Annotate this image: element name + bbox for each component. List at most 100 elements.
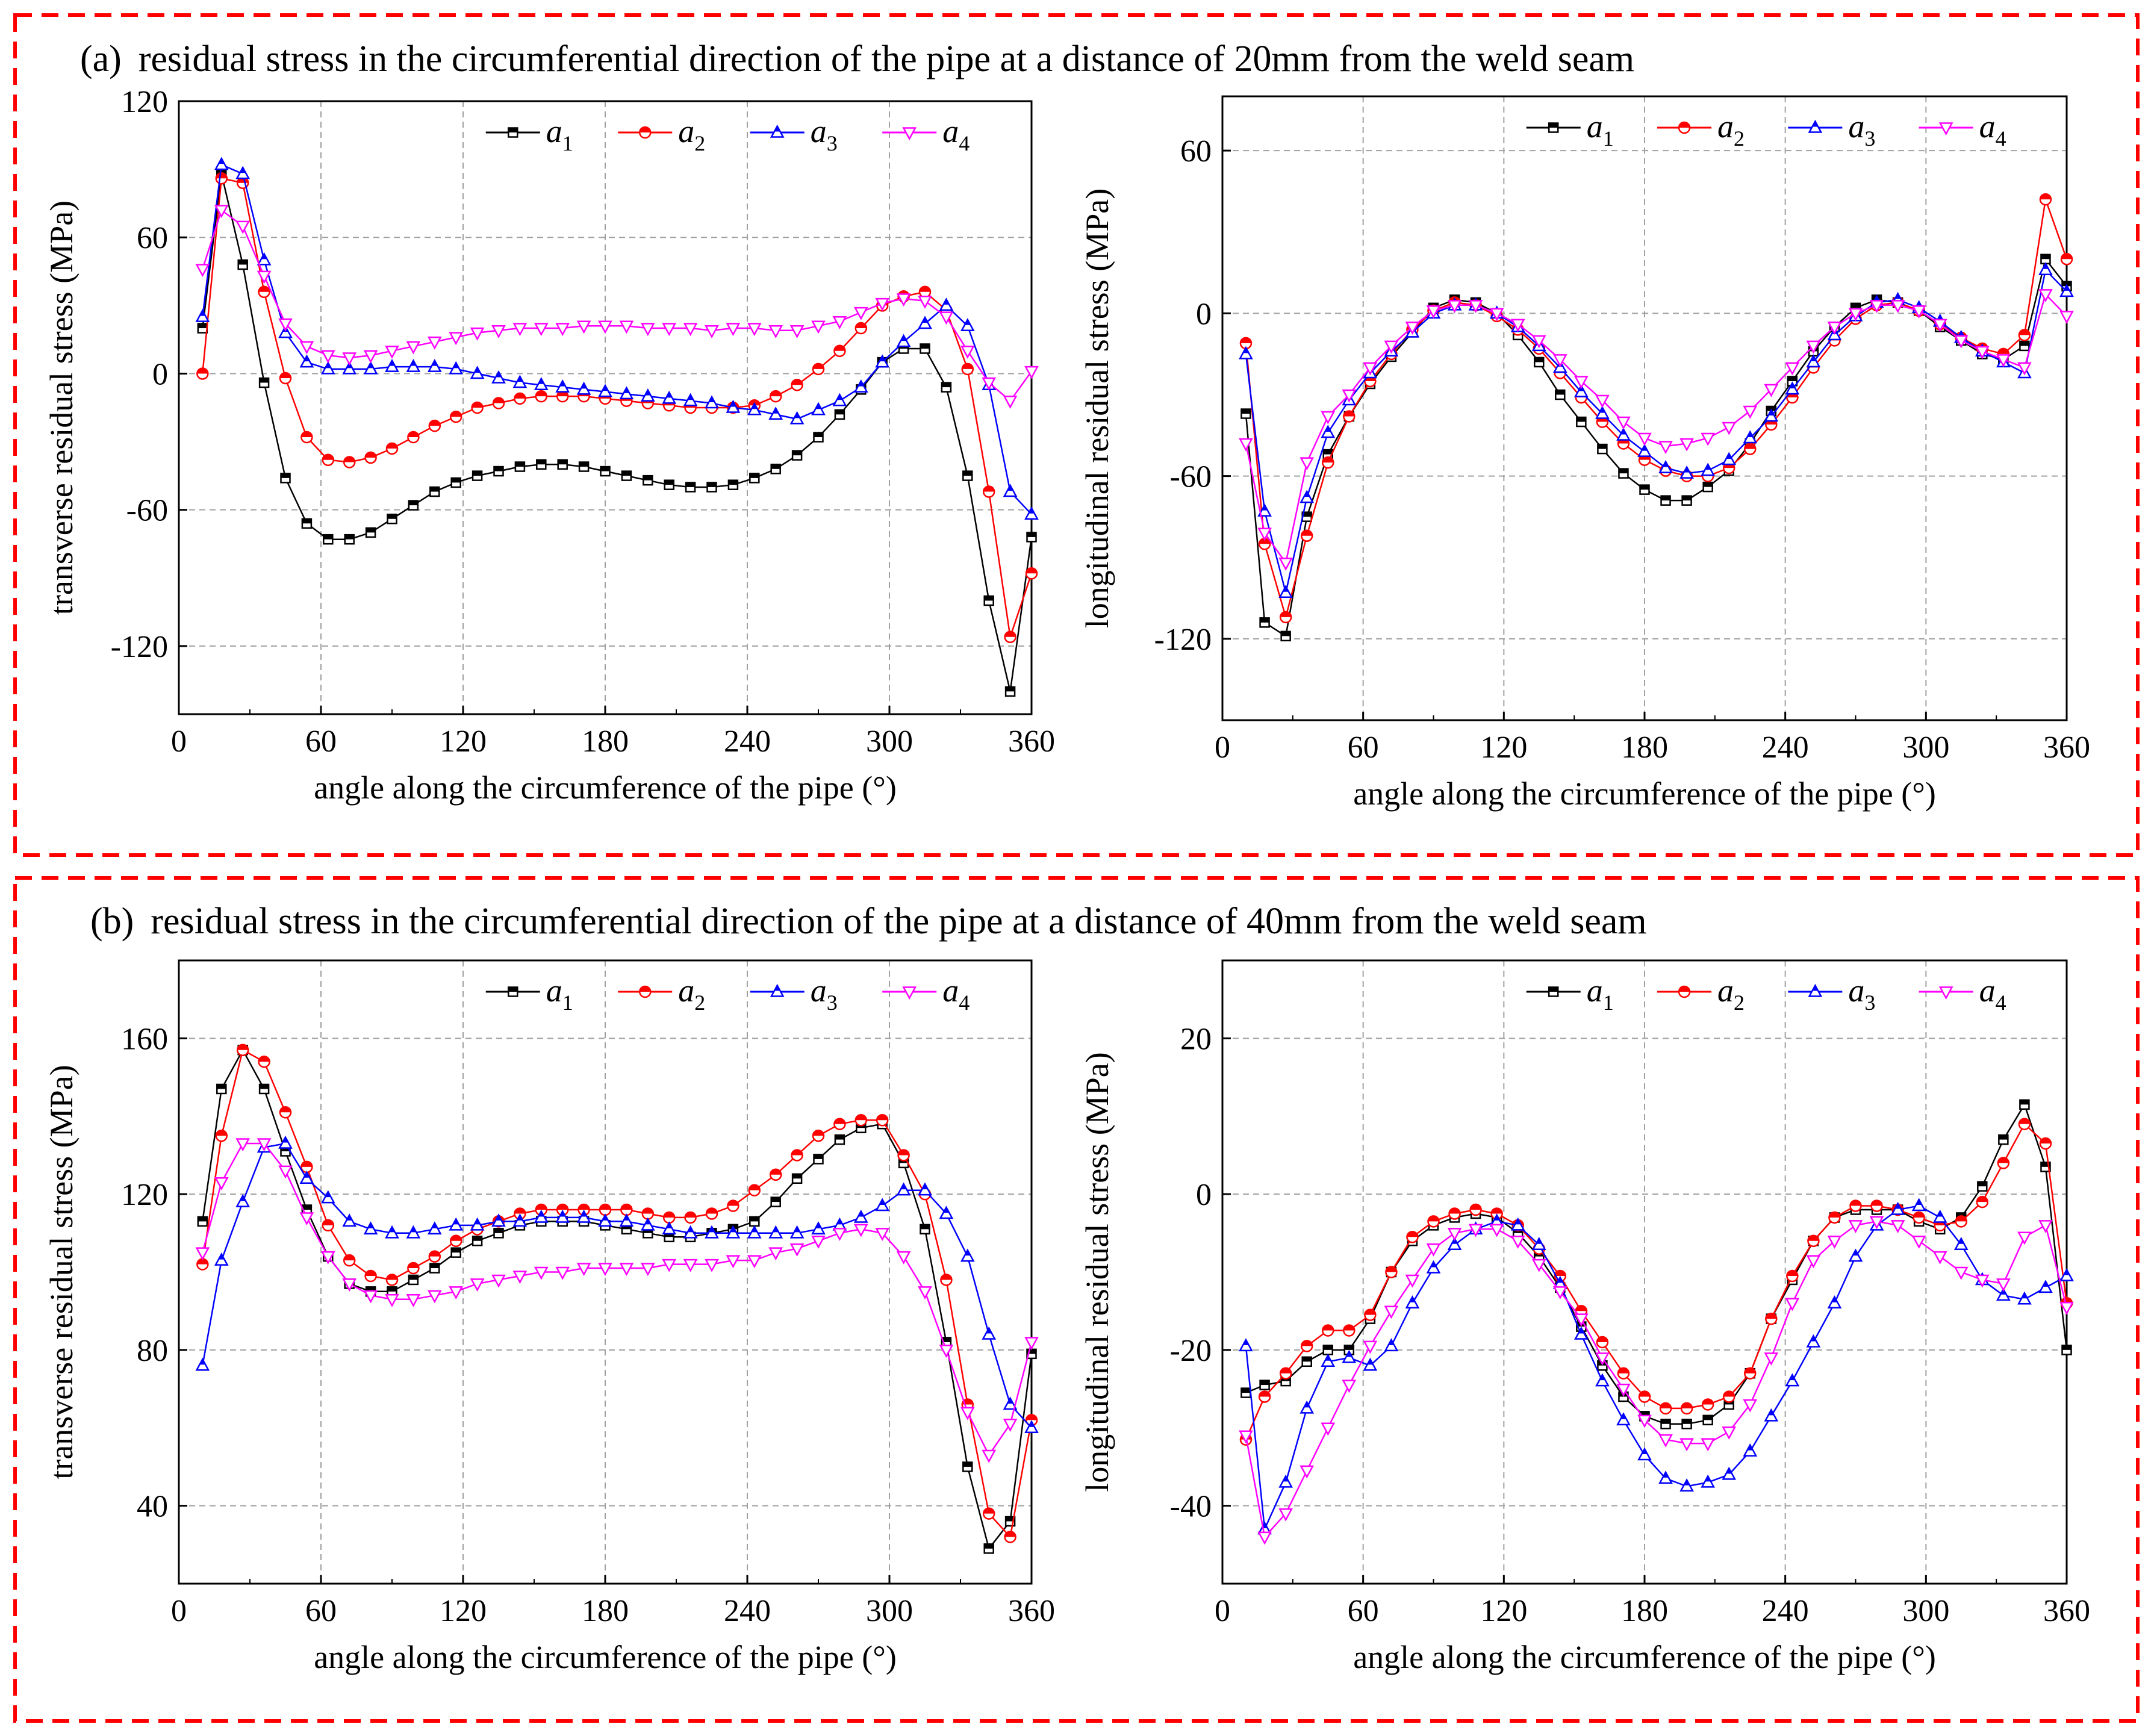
data-point-a1: [600, 465, 611, 477]
data-point-a3-fill: [474, 367, 481, 373]
data-point-a3-fill: [240, 1195, 246, 1201]
data-point-a2: [556, 390, 569, 403]
data-point-a3-fill: [751, 403, 758, 409]
data-point-a4: [555, 1266, 570, 1280]
y-tick-label: 0: [152, 357, 168, 391]
data-point-a1: [1280, 630, 1291, 642]
series-a2: [196, 172, 1038, 644]
data-point-a1-fill: [473, 1236, 482, 1241]
data-point-a4: [619, 1263, 634, 1277]
data-point-a4: [1321, 411, 1336, 425]
data-point-a3: [1722, 1466, 1737, 1480]
legend-marker-a4: [1938, 986, 1953, 1000]
data-point-a1: [1977, 1181, 1988, 1192]
data-point-a3: [619, 1213, 634, 1227]
legend-label-sub: 1: [1603, 126, 1614, 151]
data-point-a2: [1322, 456, 1334, 469]
data-point-a3-fill: [367, 1222, 374, 1228]
legend-item-a1: a1: [485, 972, 573, 1015]
data-point-a4: [1806, 340, 1821, 354]
legend-label-base: a: [1717, 972, 1734, 1009]
data-point-a3-fill: [240, 167, 246, 173]
data-point-a3-fill: [986, 1328, 992, 1334]
data-point-a3: [1827, 1295, 1842, 1308]
data-point-a4: [449, 1286, 464, 1299]
data-point-a1: [2061, 1345, 2072, 1355]
series-a1: [197, 168, 1037, 697]
data-point-a4: [896, 293, 911, 307]
data-point-a3-fill: [1283, 586, 1289, 592]
legend-marker-a3: [1808, 983, 1823, 997]
data-point-a4: [1384, 340, 1399, 354]
data-point-a1-fill: [494, 467, 503, 471]
data-point-a3: [705, 395, 719, 409]
data-point-a4: [427, 336, 442, 350]
data-point-a2: [1870, 1199, 1883, 1212]
legend-label-base: a: [1979, 108, 1996, 145]
data-point-a4: [747, 323, 762, 337]
data-point-a1: [408, 500, 419, 511]
data-point-a4: [939, 1345, 954, 1358]
data-point-a3-fill: [709, 1227, 715, 1233]
data-point-a1: [258, 377, 270, 388]
data-point-a1: [727, 479, 739, 490]
series-a4: [195, 205, 1039, 409]
legend: a1 a2 a3 a4: [485, 113, 970, 155]
data-point-a3-fill: [199, 1359, 206, 1365]
data-point-a1-fill: [664, 480, 674, 485]
data-point-a4: [406, 1294, 421, 1307]
data-point-a3: [470, 1217, 485, 1231]
legend-label-a1: a1: [546, 113, 573, 155]
data-point-a2: [428, 1250, 441, 1263]
data-point-a2: [1913, 1211, 1925, 1224]
data-point-a3: [214, 157, 229, 170]
data-point-a3: [1574, 1326, 1589, 1340]
data-point-a2-fill: [877, 1115, 888, 1121]
data-point-a1-fill: [771, 1197, 780, 1202]
data-point-a4: [960, 345, 975, 359]
data-point-a2-fill: [770, 391, 782, 397]
data-point-a2-fill: [791, 1150, 803, 1156]
legend-label-sub: 3: [1864, 126, 1875, 151]
data-point-a4: [195, 1247, 210, 1261]
data-point-a3: [1658, 1470, 1673, 1484]
legend-label-base: a: [678, 113, 694, 149]
data-point-a3: [235, 1193, 251, 1207]
data-point-a3-fill: [1557, 1277, 1563, 1283]
data-point-a3-fill: [410, 360, 417, 366]
data-point-a3: [1300, 1400, 1315, 1414]
data-point-a3-fill: [773, 1227, 779, 1233]
data-point-a3-fill: [1029, 508, 1035, 514]
grid: [1222, 960, 2067, 1584]
data-point-a1: [472, 1236, 483, 1246]
data-point-a4: [1468, 300, 1483, 313]
data-point-a4: [1278, 557, 1293, 571]
data-point-a3: [320, 361, 335, 375]
data-point-a1: [197, 323, 208, 334]
data-point-a1: [1639, 484, 1650, 495]
x-tick-label: 180: [582, 1594, 629, 1628]
series-line-a2: [1245, 1122, 2068, 1440]
data-point-a3-fill: [346, 1215, 353, 1221]
data-point-a2: [812, 1129, 825, 1142]
legend: a1 a2 a3 a4: [1526, 972, 2006, 1015]
data-point-a2-fill: [1660, 1402, 1672, 1408]
data-point-a3-fill: [282, 1137, 288, 1143]
data-point-a4: [1806, 1255, 1821, 1269]
data-point-a1-fill: [984, 596, 994, 601]
data-point-a2: [1722, 1390, 1735, 1403]
data-point-a1: [664, 479, 674, 490]
data-point-a4: [534, 323, 549, 337]
data-point-a2-fill: [685, 1212, 696, 1218]
data-point-a2-fill: [1871, 1200, 1882, 1206]
data-point-a2-fill: [1004, 1531, 1016, 1537]
data-point-a1: [536, 459, 547, 470]
data-point-a2: [705, 1207, 718, 1220]
data-point-a4: [1637, 1414, 1652, 1428]
data-point-a3-fill: [581, 1211, 587, 1217]
legend-marker-a1-fill: [1549, 987, 1558, 992]
data-point-a3: [918, 316, 932, 329]
legend-marker-a3: [770, 124, 785, 138]
data-point-a4: [1595, 394, 1610, 408]
data-point-a4: [853, 306, 868, 320]
